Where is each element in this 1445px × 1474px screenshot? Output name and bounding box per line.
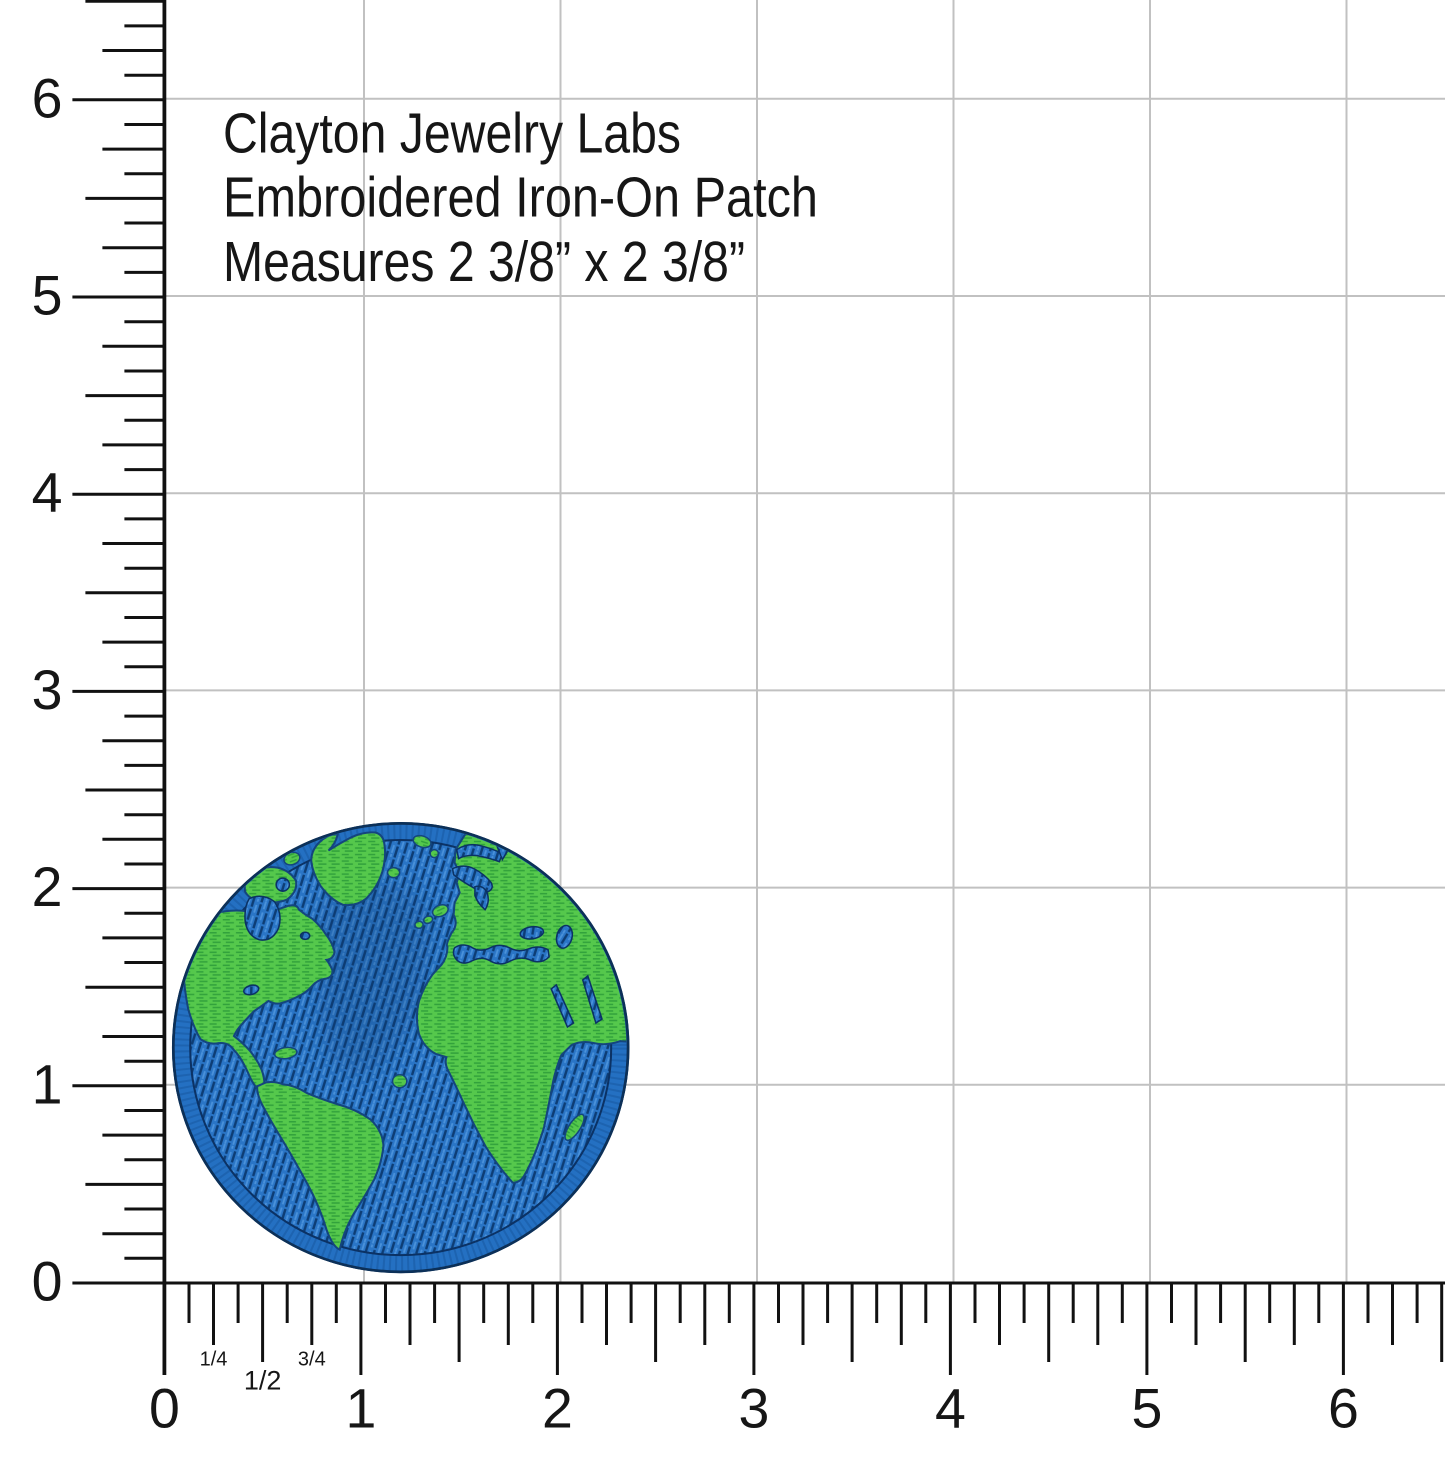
svg-text:5: 5 xyxy=(32,265,63,327)
svg-text:3/4: 3/4 xyxy=(298,1349,326,1371)
svg-text:4: 4 xyxy=(32,462,63,524)
svg-text:Measures 2 3/8” x 2 3/8”: Measures 2 3/8” x 2 3/8” xyxy=(223,230,745,293)
svg-text:0: 0 xyxy=(149,1378,180,1440)
svg-text:2: 2 xyxy=(32,856,63,918)
svg-text:1/2: 1/2 xyxy=(244,1366,282,1396)
svg-text:0: 0 xyxy=(32,1251,63,1313)
svg-text:4: 4 xyxy=(935,1378,966,1440)
svg-text:1: 1 xyxy=(345,1378,376,1440)
svg-text:6: 6 xyxy=(1328,1378,1359,1440)
svg-text:Clayton Jewelry Labs: Clayton Jewelry Labs xyxy=(223,102,681,165)
svg-text:6: 6 xyxy=(32,67,63,129)
svg-text:Embroidered Iron-On Patch: Embroidered Iron-On Patch xyxy=(223,166,818,229)
svg-text:2: 2 xyxy=(542,1378,573,1440)
svg-text:3: 3 xyxy=(32,659,63,721)
svg-text:1/4: 1/4 xyxy=(200,1349,228,1371)
svg-text:5: 5 xyxy=(1131,1378,1162,1440)
svg-text:1: 1 xyxy=(32,1053,63,1115)
svg-text:3: 3 xyxy=(738,1378,769,1440)
